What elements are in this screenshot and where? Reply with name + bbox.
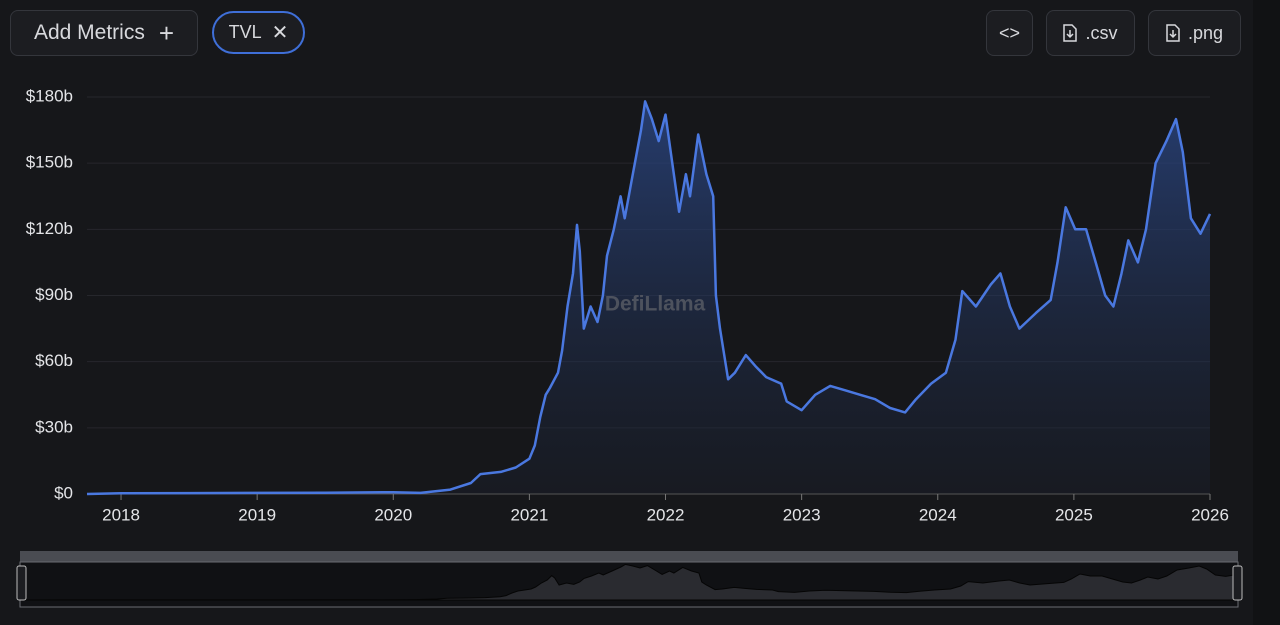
y-tick-label: $180b (26, 86, 73, 105)
x-tick-label: 2026 (1191, 505, 1229, 524)
y-tick-label: $0 (54, 483, 73, 502)
navigator-handle[interactable] (16, 565, 27, 601)
csv-label: .csv (1085, 22, 1118, 43)
x-tick-label: 2018 (102, 505, 140, 524)
tvl-area (87, 101, 1210, 495)
side-strip (1253, 0, 1280, 625)
x-tick-label: 2020 (374, 505, 412, 524)
y-tick-label: $60b (35, 351, 73, 370)
metric-chip[interactable]: TVL ✕ (212, 11, 305, 54)
x-tick-label: 2019 (238, 505, 276, 524)
add-metrics-button[interactable]: Add Metrics + (10, 10, 198, 56)
x-tick-label: 2025 (1055, 505, 1093, 524)
plus-icon: + (158, 17, 175, 48)
y-tick-label: $90b (35, 285, 73, 304)
y-tick-label: $120b (26, 219, 73, 238)
chart: DefiLlama $0 $30b $60b $90b $120b $150b $180b 2… (16, 86, 1243, 608)
navigator-handle[interactable] (1232, 565, 1243, 601)
x-tick-label: 2023 (783, 505, 821, 524)
file-icon (1063, 24, 1078, 42)
file-icon (1166, 24, 1180, 42)
metric-chip-label: TVL (228, 22, 262, 42)
navigator-bar (20, 551, 1238, 562)
x-tick-label: 2021 (510, 505, 548, 524)
png-button[interactable]: .png (1148, 10, 1241, 56)
close-icon: ✕ (271, 22, 289, 44)
png-label: .png (1187, 22, 1224, 43)
add-metrics-label: Add Metrics (33, 21, 145, 44)
navigator-area (21, 563, 1237, 601)
y-tick-label: $30b (35, 417, 73, 436)
csv-button[interactable]: .csv (1046, 10, 1135, 56)
embed-button[interactable]: <> (986, 10, 1033, 56)
x-tick-label: 2022 (647, 505, 685, 524)
tvl-line (86, 100, 1212, 496)
y-tick-label: $150b (26, 153, 73, 172)
watermark: DefiLlama (605, 293, 706, 316)
x-tick-label: 2024 (919, 505, 957, 524)
